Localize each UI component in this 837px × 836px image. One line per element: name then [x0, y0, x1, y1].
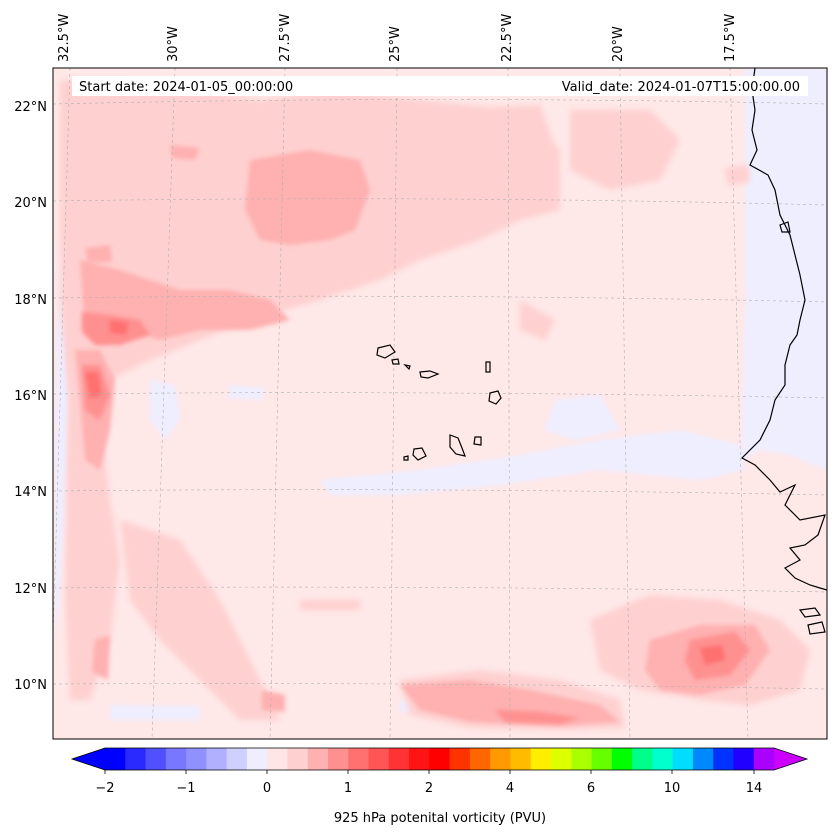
lon-label: 30°W — [166, 26, 181, 62]
lat-label: 10°N — [14, 678, 47, 693]
colorbar-tick-label: 1 — [344, 781, 352, 796]
colorbar-segment — [307, 748, 329, 770]
colorbar-tick-label: 4 — [506, 781, 514, 796]
colorbar-segment — [632, 748, 653, 770]
lat-label: 20°N — [14, 196, 47, 211]
lon-label: 20°W — [611, 26, 626, 62]
colorbar-segment — [165, 748, 187, 770]
lon-label: 32.5°W — [57, 14, 72, 62]
colorbar-segment — [652, 748, 674, 770]
colorbar: −2 −1 0 1 2 4 6 10 14 925 hPa potenital … — [70, 747, 809, 826]
colorbar-tick-label: −2 — [95, 781, 114, 796]
colorbar-segment — [733, 748, 755, 770]
colorbar-segment — [125, 748, 147, 770]
colorbar-segment — [328, 748, 349, 770]
colorbar-over-arrow — [774, 748, 807, 770]
island-sao-vicente — [391, 358, 400, 365]
colorbar-segment — [226, 748, 248, 770]
map-frame — [52, 67, 828, 740]
colorbar-segment — [105, 748, 126, 770]
colorbar-tick-label: 10 — [664, 781, 681, 796]
island-sao-nicolau — [419, 370, 440, 379]
colorbar-segment — [186, 748, 207, 770]
coastline — [741, 68, 827, 635]
colorbar-segment — [611, 748, 633, 770]
colorbar-ticks — [104, 770, 755, 774]
africa-coastline — [741, 68, 827, 591]
colorbar-segment — [469, 748, 491, 770]
colorbar-tick-label: −1 — [176, 781, 195, 796]
colorbar-segment — [530, 748, 552, 770]
lon-label: 25°W — [388, 26, 403, 62]
map-panel — [53, 68, 827, 739]
colorbar-tick-label: 0 — [263, 781, 271, 796]
island-maio — [473, 436, 482, 446]
colorbar-segment — [287, 748, 309, 770]
colorbar-segment — [490, 748, 511, 770]
colorbar-segment — [713, 748, 734, 770]
colorbar-segment — [145, 748, 167, 770]
colorbar-segment — [267, 748, 288, 770]
island-fogo — [412, 447, 427, 461]
lat-label: 18°N — [14, 293, 47, 308]
latitude-labels: 22°N 20°N 18°N 16°N 14°N 12°N 10°N — [14, 100, 47, 693]
colorbar-tick-label: 14 — [746, 781, 763, 796]
colorbar-tick-label: 2 — [425, 781, 433, 796]
colorbar-segment — [429, 748, 451, 770]
lat-label: 12°N — [14, 582, 47, 597]
lat-label: 22°N — [14, 100, 47, 115]
island-boa-vista — [488, 390, 502, 405]
lon-label: 17.5°W — [723, 14, 738, 62]
colorbar-segment — [409, 748, 430, 770]
colorbar-segment — [510, 748, 532, 770]
colorbar-segment — [551, 748, 572, 770]
lat-label: 14°N — [14, 485, 47, 500]
colorbar-segment — [571, 748, 593, 770]
pv-deep-red-regions — [85, 320, 725, 665]
lon-label: 22.5°W — [500, 14, 515, 62]
colorbar-segment — [672, 748, 694, 770]
gridlines — [53, 68, 827, 739]
colorbar-under-arrow — [72, 748, 105, 770]
island-santiago — [449, 434, 466, 457]
colorbar-segment — [388, 748, 410, 770]
colorbar-segment — [246, 748, 268, 770]
valid-date-label: Valid_date: 2024-01-07T15:00:00.00 — [562, 80, 800, 95]
island-sal — [485, 361, 491, 373]
island-brava — [403, 455, 409, 461]
colorbar-segment — [692, 748, 714, 770]
lon-label: 27.5°W — [278, 14, 293, 62]
start-date-label: Start date: 2024-01-05_00:00:00 — [79, 80, 293, 95]
island-santa-luzia — [403, 364, 411, 371]
colorbar-tick-labels: −2 −1 0 1 2 4 6 10 14 — [95, 781, 762, 796]
colorbar-segment — [753, 748, 775, 770]
longitude-labels: 32.5°W 30°W 27.5°W 25°W 22.5°W 20°W 17.5… — [57, 14, 738, 62]
lat-label: 16°N — [14, 389, 47, 404]
colorbar-segment — [348, 748, 370, 770]
colorbar-segments — [105, 748, 775, 770]
header-box: Start date: 2024-01-05_00:00:00 Valid_da… — [72, 76, 808, 96]
colorbar-tick-label: 6 — [587, 781, 595, 796]
colorbar-segment — [368, 748, 390, 770]
cape-verde-islands — [376, 344, 502, 461]
colorbar-title: 925 hPa potenital vorticity (PVU) — [334, 811, 546, 826]
island-santo-antao — [376, 344, 396, 359]
colorbar-segment — [591, 748, 613, 770]
colorbar-segment — [206, 748, 228, 770]
colorbar-segment — [449, 748, 471, 770]
